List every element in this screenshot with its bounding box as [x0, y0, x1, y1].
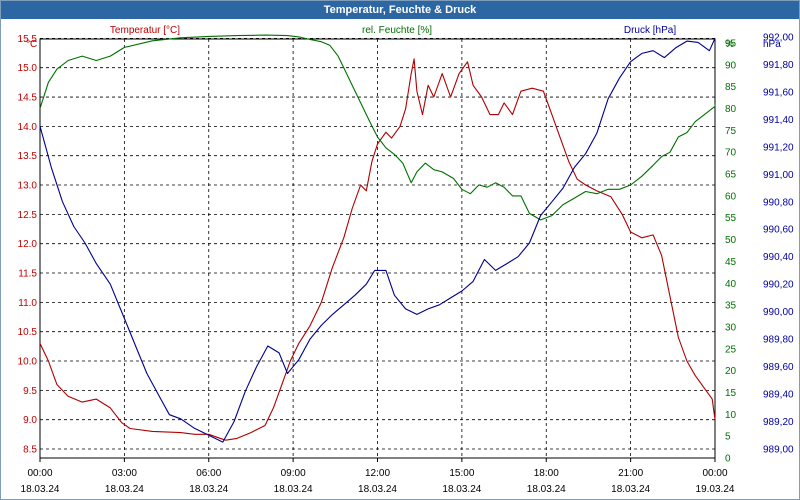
- pressure-tick-label: 991,20: [763, 142, 794, 153]
- humidity-tick-label: 50: [725, 235, 737, 246]
- pressure-axis-title: Druck [hPa]: [624, 25, 676, 36]
- humidity-tick-label: 75: [725, 126, 737, 137]
- pressure-tick-label: 991,00: [763, 170, 794, 181]
- pressure-tick-label: 989,00: [763, 445, 794, 456]
- pressure-tick-label: 989,60: [763, 362, 794, 373]
- temp-tick-label: 15.5: [18, 34, 38, 45]
- x-tick-time: 00:00: [702, 468, 727, 479]
- x-tick-date: 18.03.24: [611, 484, 650, 495]
- x-tick-date: 18.03.24: [527, 484, 566, 495]
- temp-tick-label: 10.5: [18, 327, 38, 338]
- temp-tick-label: 9.5: [23, 386, 37, 397]
- temp-tick-label: 13.0: [18, 181, 38, 192]
- x-tick-date: 19.03.24: [696, 484, 735, 495]
- humidity-tick-label: 95: [725, 39, 737, 50]
- pressure-tick-label: 989,40: [763, 390, 794, 401]
- humidity-tick-label: 15: [725, 388, 737, 399]
- chart-title: Temperatur, Feuchte & Druck: [1, 1, 799, 19]
- x-tick-time: 21:00: [618, 468, 643, 479]
- pressure-tick-label: 990,80: [763, 197, 794, 208]
- temp-tick-label: 11.5: [18, 269, 37, 280]
- humidity-tick-label: 30: [725, 322, 737, 333]
- temp-tick-label: 12.0: [18, 239, 38, 250]
- humidity-tick-label: 60: [725, 191, 737, 202]
- x-tick-date: 18.03.24: [274, 484, 313, 495]
- temp-axis-title: Temperatur [°C]: [110, 25, 180, 36]
- temperature-series-line: [39, 58, 716, 441]
- pressure-tick-label: 989,20: [763, 417, 794, 428]
- humidity-tick-label: 85: [725, 82, 737, 93]
- x-tick-date: 18.03.24: [21, 484, 60, 495]
- temp-tick-label: 8.5: [23, 445, 37, 456]
- humidity-unit-label: %: [725, 39, 734, 50]
- x-tick-date: 18.03.24: [442, 484, 481, 495]
- humidity-axis-title: rel. Feuchte [%]: [362, 25, 432, 36]
- humidity-tick-label: 0: [725, 454, 731, 465]
- pressure-unit-label: hPa: [763, 39, 781, 50]
- temp-tick-label: 15.0: [18, 63, 38, 74]
- pressure-tick-label: 990,00: [763, 307, 794, 318]
- humidity-tick-label: 40: [725, 279, 737, 290]
- temp-tick-label: 14.0: [18, 122, 38, 133]
- humidity-tick-label: 55: [725, 213, 737, 224]
- pressure-tick-label: 989,80: [763, 335, 794, 346]
- humidity-tick-label: 35: [725, 301, 737, 312]
- humidity-series-line: [39, 34, 716, 221]
- humidity-tick-label: 10: [725, 410, 737, 421]
- temp-tick-label: 12.5: [18, 210, 38, 221]
- pressure-tick-label: 990,20: [763, 280, 794, 291]
- temp-tick-label: 13.5: [18, 151, 38, 162]
- temp-tick-label: 14.5: [18, 93, 38, 104]
- humidity-tick-label: 90: [725, 60, 737, 71]
- x-tick-time: 09:00: [281, 468, 306, 479]
- x-tick-date: 18.03.24: [358, 484, 397, 495]
- pressure-tick-label: 992,00: [763, 32, 794, 43]
- temp-unit-label: °C: [26, 39, 37, 50]
- pressure-tick-label: 990,60: [763, 225, 794, 236]
- x-tick-time: 00:00: [27, 468, 52, 479]
- temp-tick-label: 9.0: [23, 415, 37, 426]
- temp-tick-label: 11.0: [18, 298, 37, 309]
- humidity-tick-label: 20: [725, 366, 737, 377]
- humidity-tick-label: 70: [725, 148, 737, 159]
- pressure-tick-label: 991,40: [763, 115, 794, 126]
- humidity-tick-label: 80: [725, 104, 737, 115]
- x-tick-time: 18:00: [534, 468, 559, 479]
- humidity-tick-label: 5: [725, 432, 731, 443]
- x-tick-time: 15:00: [449, 468, 474, 479]
- x-tick-time: 12:00: [365, 468, 390, 479]
- humidity-tick-label: 65: [725, 170, 737, 181]
- x-tick-time: 03:00: [112, 468, 137, 479]
- x-tick-time: 06:00: [196, 468, 221, 479]
- pressure-series-line: [39, 38, 716, 443]
- pressure-tick-label: 990,40: [763, 252, 794, 263]
- x-tick-date: 18.03.24: [189, 484, 228, 495]
- humidity-tick-label: 45: [725, 257, 737, 268]
- pressure-tick-label: 991,80: [763, 60, 794, 71]
- humidity-tick-label: 25: [725, 344, 737, 355]
- x-tick-date: 18.03.24: [105, 484, 144, 495]
- pressure-tick-label: 991,60: [763, 87, 794, 98]
- temp-tick-label: 10.0: [18, 357, 38, 368]
